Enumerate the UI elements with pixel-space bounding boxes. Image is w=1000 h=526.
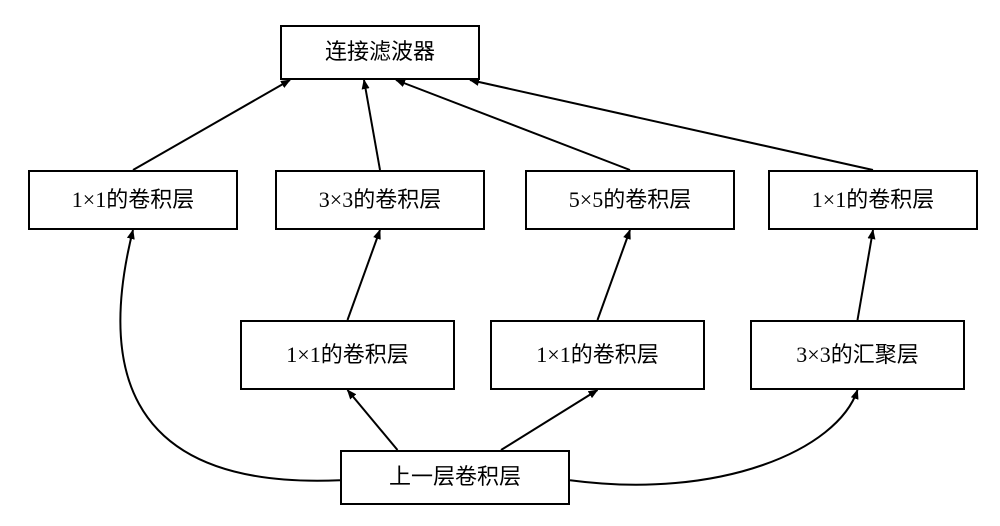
node-b3: 1×1的卷积层 [490, 320, 705, 390]
edge-m1-top [133, 80, 290, 170]
node-m2: 3×3的卷积层 [275, 170, 485, 230]
edge-b3-m3 [598, 230, 631, 320]
edge-m2-top [364, 80, 380, 170]
edge-m4-top [470, 80, 873, 170]
node-b3-label: 1×1的卷积层 [536, 341, 658, 370]
edge-b2-m2 [348, 230, 381, 320]
node-b2-label: 1×1的卷积层 [286, 341, 408, 370]
node-m4-label: 1×1的卷积层 [812, 186, 934, 215]
edge-b4-m4 [858, 230, 874, 320]
edges-svg [0, 0, 1000, 526]
node-m1-label: 1×1的卷积层 [72, 186, 194, 215]
node-top: 连接滤波器 [280, 25, 480, 80]
edge-bottom-b3 [501, 390, 598, 450]
node-bottom-label: 上一层卷积层 [389, 463, 521, 492]
node-b4: 3×3的汇聚层 [750, 320, 965, 390]
node-b2: 1×1的卷积层 [240, 320, 455, 390]
node-m3-label: 5×5的卷积层 [569, 186, 691, 215]
node-b4-label: 3×3的汇聚层 [796, 341, 918, 370]
edge-bottom-b4 [570, 390, 858, 485]
node-m2-label: 3×3的卷积层 [319, 186, 441, 215]
node-m3: 5×5的卷积层 [525, 170, 735, 230]
edge-bottom-b2 [348, 390, 398, 450]
node-m4: 1×1的卷积层 [768, 170, 978, 230]
node-m1: 1×1的卷积层 [28, 170, 238, 230]
edge-m3-top [396, 80, 630, 170]
node-top-label: 连接滤波器 [325, 38, 435, 67]
node-bottom: 上一层卷积层 [340, 450, 570, 505]
